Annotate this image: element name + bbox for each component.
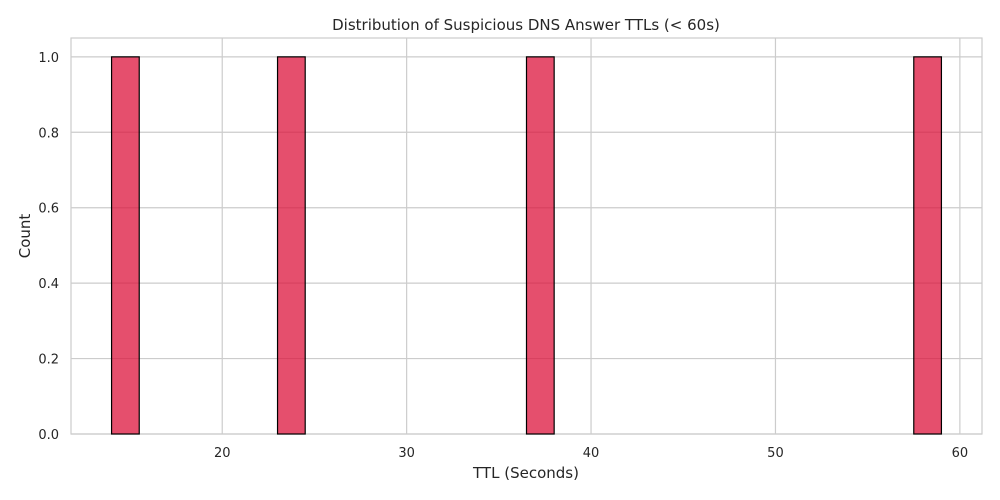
x-tick-label: 60: [952, 446, 969, 461]
histogram-bar: [913, 56, 943, 435]
y-tick-label: 0.2: [38, 353, 59, 368]
x-gridlines: [221, 38, 961, 434]
y-tick-label: 0.6: [38, 202, 59, 217]
chart-title: Distribution of Suspicious DNS Answer TT…: [332, 16, 720, 34]
x-tick-label: 20: [214, 446, 231, 461]
x-tick-label: 50: [767, 446, 784, 461]
y-tick-label: 0.8: [38, 126, 59, 141]
histogram-bar: [110, 56, 140, 435]
histogram-bar: [276, 56, 306, 435]
histogram-bars: [110, 56, 943, 435]
y-tick-label: 0.0: [38, 428, 59, 443]
x-tick-label: 40: [583, 446, 600, 461]
y-tick-labels: 0.0 0.2 0.4 0.6 0.8 1.0: [38, 51, 59, 443]
y-axis-label: Count: [16, 214, 34, 259]
x-tick-label: 30: [398, 446, 415, 461]
y-tick-label: 0.4: [38, 277, 59, 292]
x-tick-labels: 20 30 40 50 60: [214, 446, 968, 461]
histogram-bar: [525, 56, 555, 435]
y-tick-label: 1.0: [38, 51, 59, 66]
x-axis-label: TTL (Seconds): [472, 464, 579, 482]
